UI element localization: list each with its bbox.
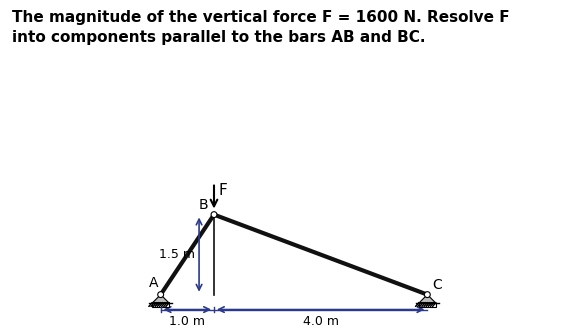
Polygon shape [153, 295, 169, 303]
Bar [419, 303, 436, 307]
Text: 1.5 m: 1.5 m [159, 248, 195, 261]
Circle shape [211, 212, 217, 217]
Polygon shape [419, 295, 435, 303]
Text: The magnitude of the vertical force F = 1600 N. Resolve F
into components parall: The magnitude of the vertical force F = … [12, 10, 509, 45]
Circle shape [158, 292, 163, 298]
Text: F: F [218, 182, 227, 198]
Text: B: B [199, 198, 209, 212]
Text: A: A [149, 276, 158, 290]
Text: 1.0 m: 1.0 m [169, 315, 205, 328]
Text: 4.0 m: 4.0 m [303, 315, 339, 328]
Text: C: C [433, 278, 442, 292]
Bar [152, 303, 169, 307]
Circle shape [425, 292, 430, 298]
